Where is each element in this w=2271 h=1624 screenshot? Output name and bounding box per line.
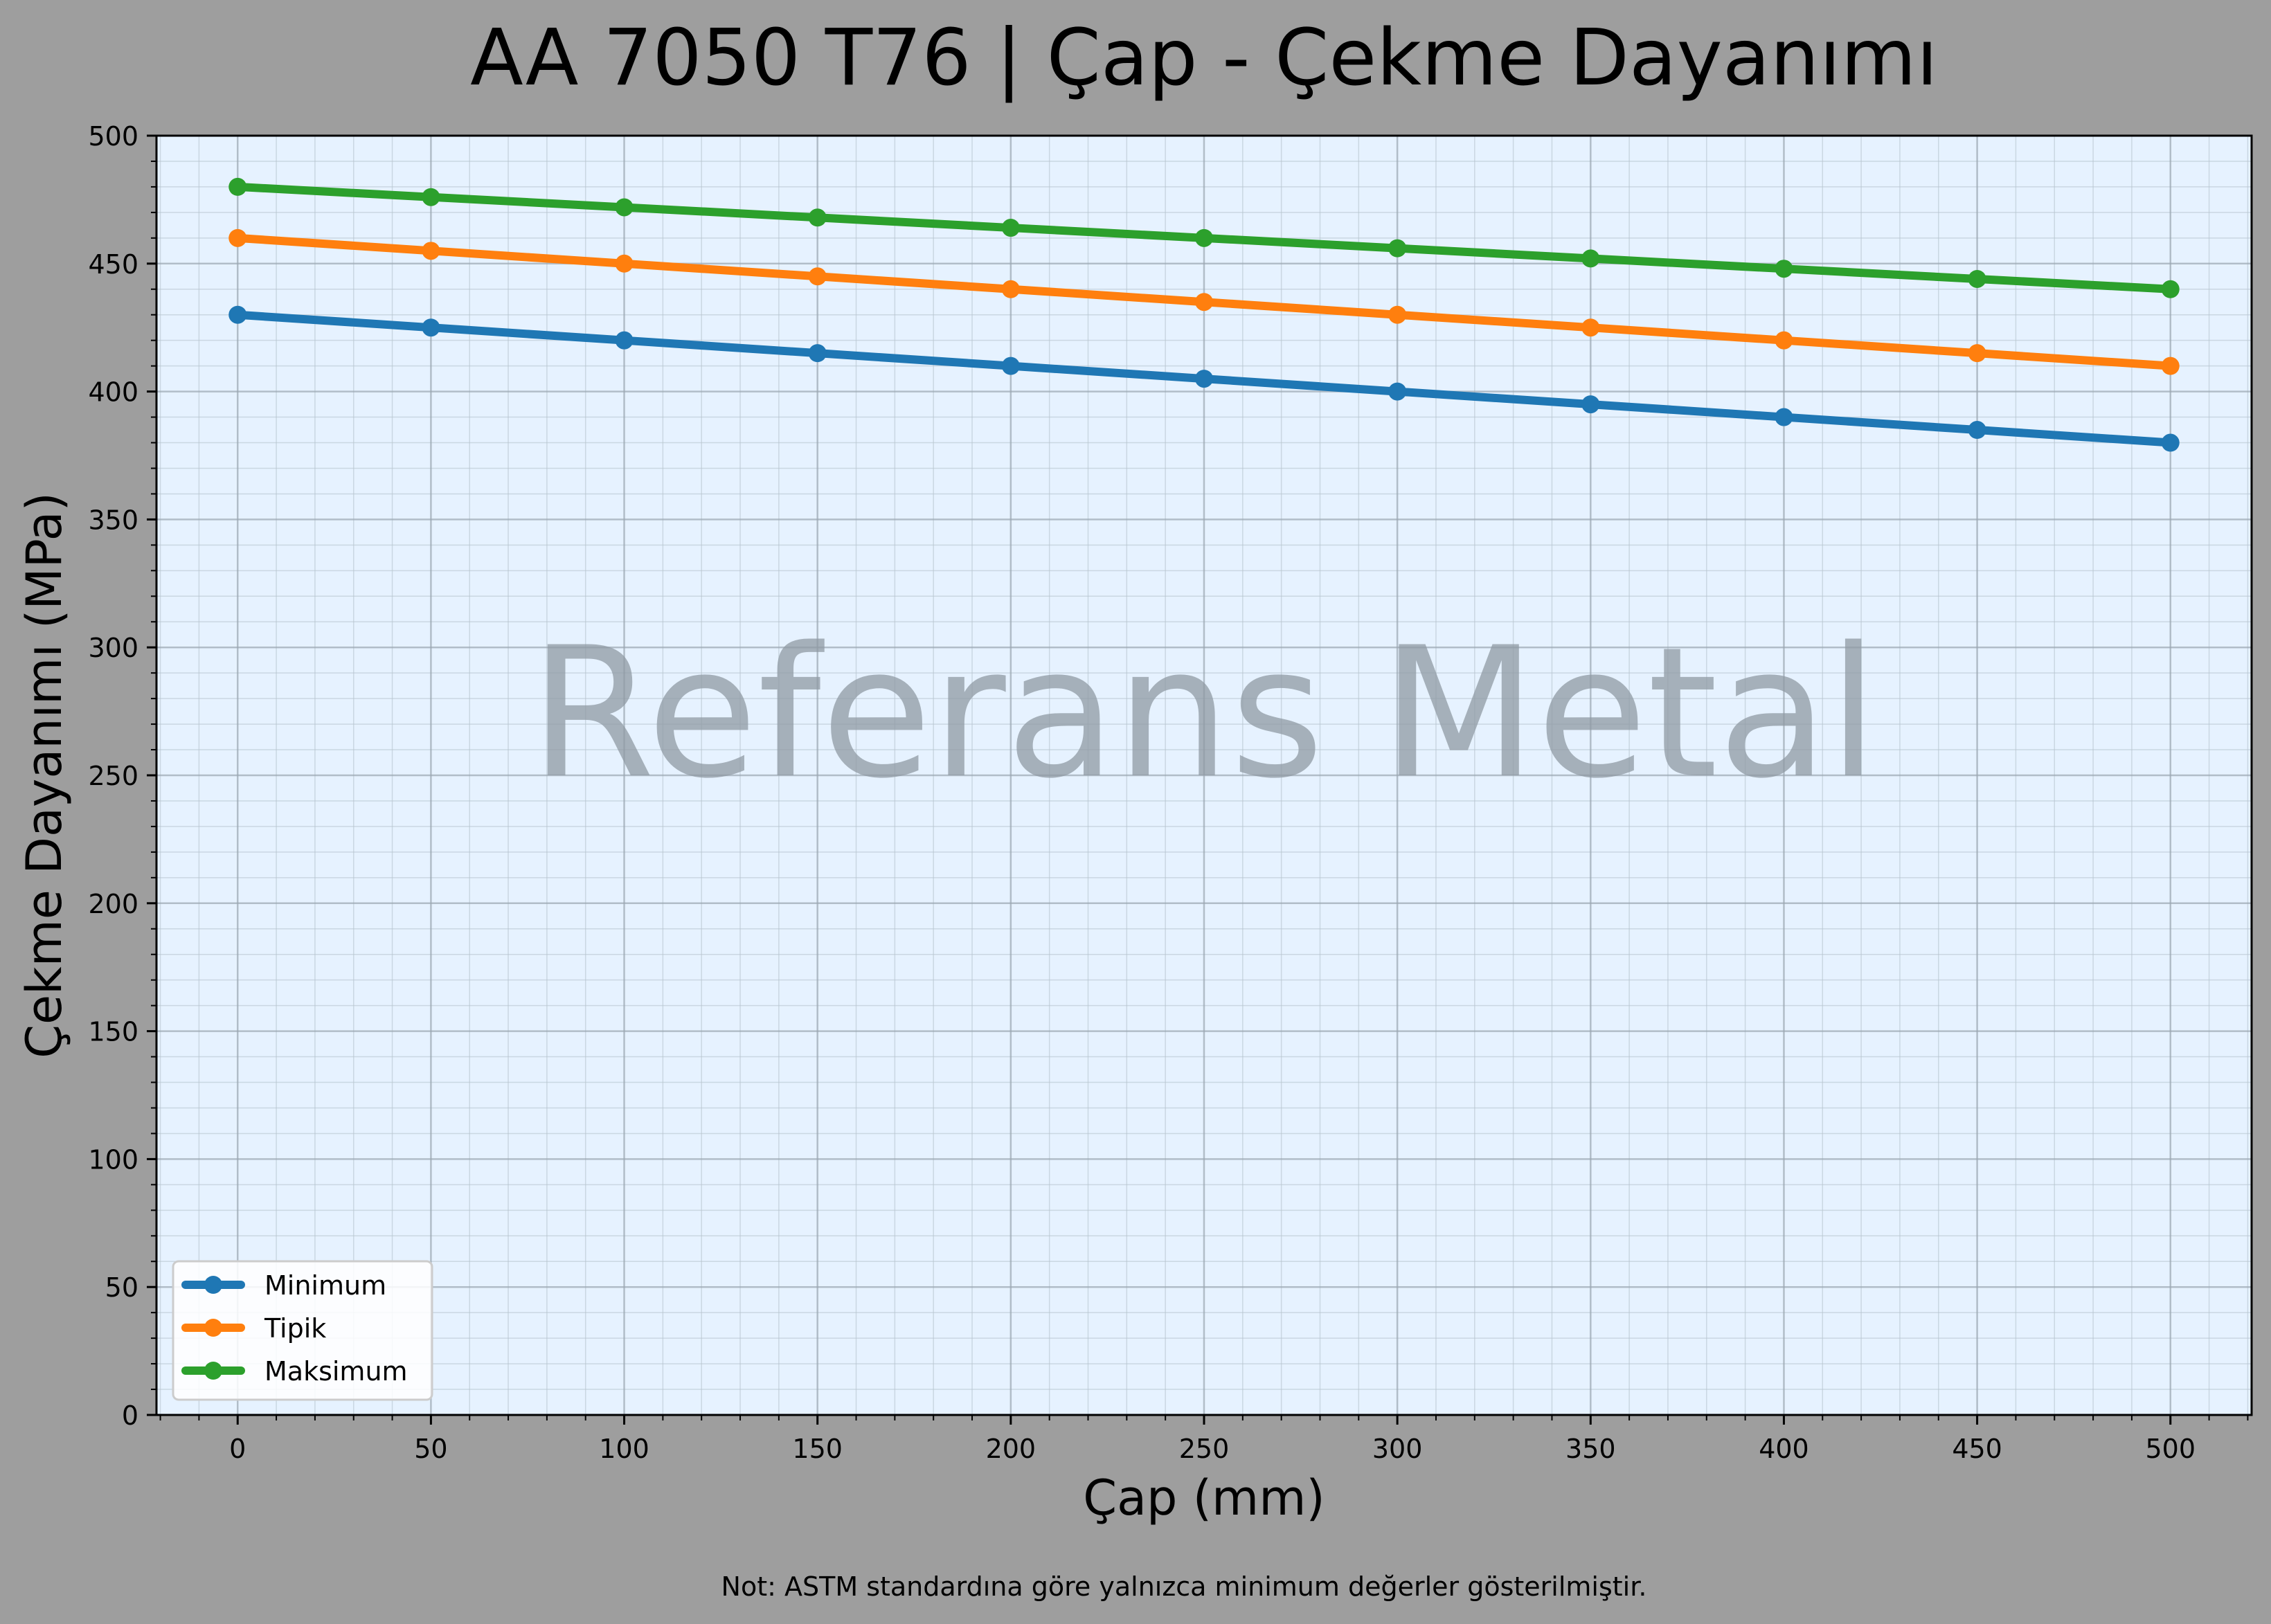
data-point-minimum — [1388, 382, 1407, 401]
x-tick-labels: 0 50 100 150 200 250 300 350 400 450 500 — [229, 1434, 2196, 1464]
y-tick-label: 450 — [88, 249, 138, 280]
chart-title: AA 7050 T76 | Çap - Çekme Dayanımı — [470, 13, 1938, 103]
data-point-minimum — [422, 318, 440, 337]
x-tick-label: 300 — [1372, 1434, 1423, 1464]
y-tick-label: 0 — [122, 1400, 138, 1431]
legend-label-maksimum: Maksimum — [264, 1356, 408, 1387]
data-point-maksimum — [422, 188, 440, 206]
watermark: Referans Metal — [530, 609, 1878, 818]
legend-box — [172, 1260, 433, 1401]
data-point-tipik — [1968, 344, 1986, 363]
data-point-tipik — [1775, 331, 1793, 350]
x-tick-label: 250 — [1179, 1434, 1230, 1464]
data-point-maksimum — [2161, 280, 2180, 298]
legend-marker-maksimum — [204, 1362, 222, 1380]
y-tick-labels: 0 50 100 150 200 250 300 350 400 450 500 — [88, 121, 138, 1431]
data-point-maksimum — [615, 198, 634, 217]
data-point-maksimum — [228, 177, 247, 196]
x-tick-label: 150 — [792, 1434, 843, 1464]
y-tick-label: 250 — [88, 761, 138, 791]
data-point-minimum — [615, 331, 634, 350]
series-layer — [228, 177, 2180, 452]
data-point-tipik — [615, 254, 634, 273]
x-tick-label: 350 — [1565, 1434, 1616, 1464]
data-point-minimum — [1968, 421, 1986, 440]
data-point-tipik — [228, 228, 247, 247]
data-point-minimum — [1775, 408, 1793, 426]
y-tick-label: 200 — [88, 889, 138, 919]
data-point-tipik — [1195, 293, 1213, 312]
data-point-maksimum — [1388, 239, 1407, 258]
footnote: Not: ASTM standardına göre yalnızca mini… — [721, 1571, 1647, 1602]
data-point-tipik — [808, 267, 827, 286]
y-tick-label: 500 — [88, 121, 138, 152]
data-point-maksimum — [1581, 249, 1600, 268]
legend-marker-minimum — [204, 1276, 222, 1294]
axis-ticks — [147, 134, 2249, 1425]
data-point-maksimum — [1968, 269, 1986, 288]
data-point-minimum — [228, 305, 247, 324]
x-tick-label: 200 — [986, 1434, 1036, 1464]
data-point-tipik — [422, 242, 440, 260]
legend-label-tipik: Tipik — [264, 1313, 326, 1344]
y-tick-label: 50 — [105, 1272, 138, 1303]
y-axis-label: Çekme Dayanımı (MPa) — [16, 492, 73, 1058]
y-tick-label: 150 — [88, 1017, 138, 1047]
data-point-maksimum — [1001, 219, 1020, 237]
data-point-minimum — [2161, 433, 2180, 452]
data-point-minimum — [1195, 370, 1213, 388]
y-tick-label: 400 — [88, 377, 138, 408]
data-point-maksimum — [1775, 260, 1793, 278]
x-tick-label: 0 — [229, 1434, 246, 1464]
y-tick-label: 300 — [88, 633, 138, 663]
data-point-maksimum — [1195, 228, 1213, 247]
x-tick-label: 100 — [599, 1434, 649, 1464]
x-axis-label: Çap (mm) — [1083, 1470, 1325, 1526]
x-tick-label: 400 — [1759, 1434, 1809, 1464]
x-tick-label: 450 — [1952, 1434, 2002, 1464]
legend-marker-tipik — [204, 1319, 222, 1337]
data-point-minimum — [1581, 395, 1600, 414]
data-point-tipik — [1388, 305, 1407, 324]
data-point-minimum — [808, 344, 827, 363]
legend: Minimum Tipik Maksimum — [172, 1260, 433, 1401]
data-point-tipik — [2161, 357, 2180, 375]
y-tick-label: 350 — [88, 505, 138, 535]
legend-label-minimum: Minimum — [264, 1270, 386, 1301]
data-point-tipik — [1581, 318, 1600, 337]
data-point-minimum — [1001, 357, 1020, 375]
data-point-maksimum — [808, 208, 827, 227]
y-tick-label: 100 — [88, 1144, 138, 1175]
x-tick-label: 500 — [2145, 1434, 2196, 1464]
data-point-tipik — [1001, 280, 1020, 298]
x-tick-label: 50 — [414, 1434, 447, 1464]
